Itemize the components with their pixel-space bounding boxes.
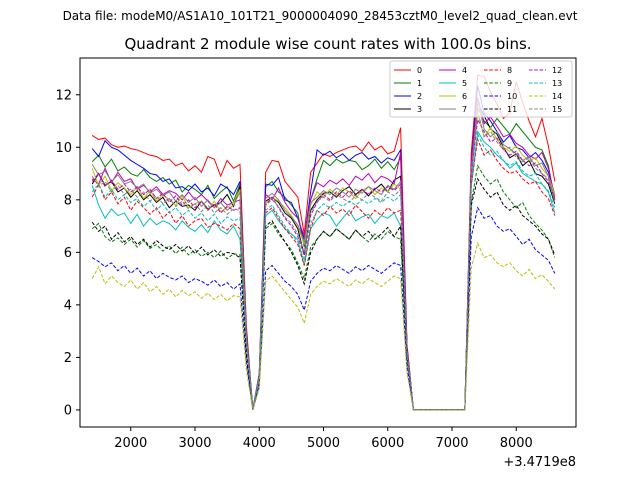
series-line-8 [91, 137, 556, 411]
chart-suptitle: Data file: modeM0/AS1A10_101T21_90000040… [63, 9, 578, 23]
series-line-4 [91, 97, 556, 411]
series-line-13 [91, 132, 556, 411]
legend-label-10: 10 [507, 92, 517, 101]
legend-label-5: 5 [462, 79, 467, 88]
series-layer [91, 74, 556, 411]
series-line-0 [91, 74, 556, 411]
legend-label-9: 9 [507, 79, 512, 88]
y-tick-label: 6 [64, 246, 72, 261]
series-line-5 [91, 130, 556, 411]
y-tick-label: 0 [64, 403, 72, 418]
legend-box [389, 60, 573, 118]
legend-label-4: 4 [462, 66, 467, 75]
legend-label-6: 6 [462, 92, 467, 101]
legend-label-8: 8 [507, 66, 512, 75]
x-tick-label: 2000 [114, 436, 147, 451]
y-tick-label: 8 [64, 193, 72, 208]
x-tick-label: 3000 [178, 436, 211, 451]
series-line-12 [91, 118, 556, 411]
x-tick-label: 4000 [243, 436, 276, 451]
legend-label-12: 12 [552, 66, 562, 75]
y-tick-label: 12 [55, 88, 72, 103]
legend-label-3: 3 [417, 105, 422, 114]
series-line-1 [91, 106, 556, 411]
series-line-6 [91, 113, 556, 411]
series-line-10 [91, 206, 556, 411]
x-tick-label: 7000 [435, 436, 468, 451]
legend-label-15: 15 [552, 105, 562, 114]
series-line-11 [91, 177, 556, 411]
chart-title: Quadrant 2 module wise count rates with … [124, 35, 531, 53]
series-line-7 [91, 99, 556, 411]
x-axis: 2000 3000 4000 5000 6000 7000 8000 [114, 427, 533, 451]
legend-label-11: 11 [507, 105, 517, 114]
y-tick-label: 10 [55, 141, 72, 156]
legend-label-13: 13 [552, 79, 562, 88]
legend-label-2: 2 [417, 92, 422, 101]
y-tick-label: 2 [64, 351, 72, 366]
x-tick-label: 6000 [371, 436, 404, 451]
x-axis-offset-label: +3.4719e8 [503, 455, 576, 470]
y-axis: 0 2 4 6 8 10 12 [55, 88, 80, 418]
legend-label-0: 0 [417, 66, 422, 75]
series-line-14 [91, 241, 556, 411]
plot-frame [79, 57, 577, 428]
x-tick-label: 8000 [500, 436, 533, 451]
y-tick-label: 4 [64, 298, 72, 313]
legend-label-1: 1 [417, 79, 422, 88]
legend-label-14: 14 [552, 92, 562, 101]
x-tick-label: 5000 [307, 436, 340, 451]
legend-label-7: 7 [462, 105, 467, 114]
